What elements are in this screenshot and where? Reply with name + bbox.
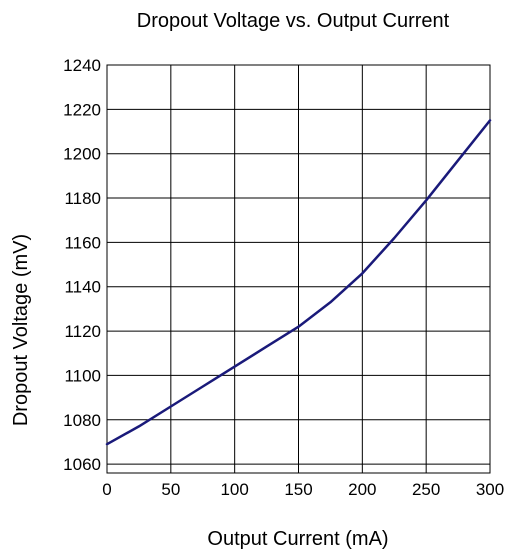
- x-tick-label: 300: [476, 480, 504, 499]
- y-tick-label: 1100: [64, 366, 101, 385]
- y-tick-label: 1240: [63, 56, 101, 75]
- y-tick-label: 1220: [63, 100, 101, 119]
- y-tick-label: 1140: [64, 278, 101, 297]
- y-tick-label: 1200: [63, 145, 101, 164]
- series-line: [105, 119, 492, 446]
- y-tick-label: 1180: [64, 189, 101, 208]
- y-tick-label: 1080: [63, 411, 101, 430]
- plot-frame: [106, 64, 491, 474]
- x-axis-label: Output Current (mA): [207, 528, 388, 550]
- y-tick-label: 1160: [64, 233, 101, 252]
- x-tick-label: 0: [102, 480, 111, 499]
- x-tick-label: 250: [412, 480, 440, 499]
- x-tick-label: 100: [220, 480, 248, 499]
- y-tick-labels: 1060 1080 1100 1120 1140 1160 1180 1200 1220 1240: [63, 56, 101, 474]
- x-tick-labels: 0 50 100 150 200 250 300: [102, 480, 504, 499]
- y-axis-label: Dropout Voltage (mV): [10, 234, 32, 426]
- y-tick-label: 1120: [64, 322, 101, 341]
- x-tick-label: 200: [348, 480, 376, 499]
- x-tick-label: 150: [284, 480, 312, 499]
- y-tick-label: 1060: [63, 455, 101, 474]
- chart-title: Dropout Voltage vs. Output Current: [137, 10, 450, 32]
- x-tick-label: 50: [161, 480, 180, 499]
